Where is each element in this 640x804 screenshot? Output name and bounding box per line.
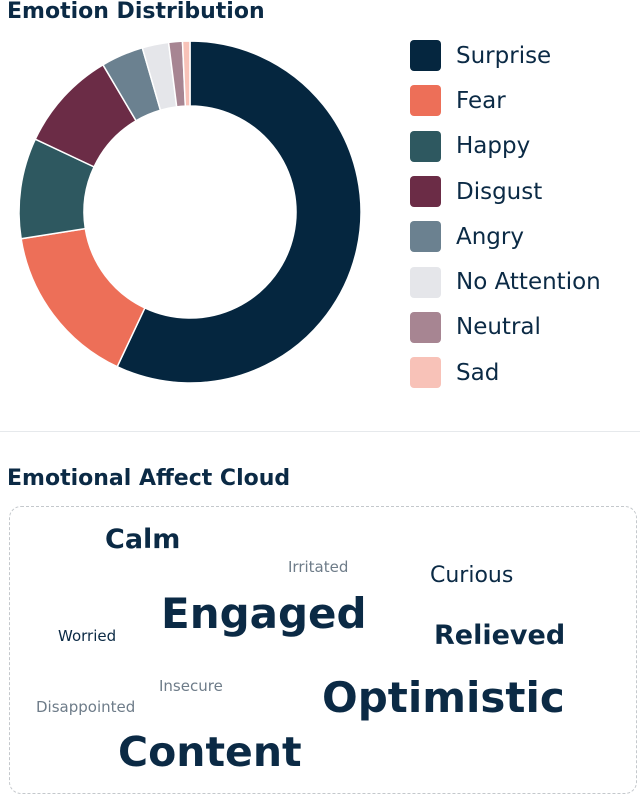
legend-label-happy: Happy [456,133,531,160]
legend-swatch-neutral [410,311,441,343]
legend-swatch-surprise [410,40,441,72]
cloud-word-curious: Curious [430,563,514,588]
legend-item-sad[interactable]: Sad [410,350,640,395]
emotion-distribution-title: Emotion Distribution [7,0,265,24]
legend-item-no-attention[interactable]: No Attention [410,259,640,304]
cloud-word-relieved: Relieved [434,620,566,651]
donut-slice-fear[interactable] [20,227,146,368]
legend-label-no-attention: No Attention [456,269,601,296]
legend-item-disgust[interactable]: Disgust [410,169,640,214]
legend-item-neutral[interactable]: Neutral [410,305,640,350]
cloud-word-worried: Worried [58,627,117,645]
word-cloud-panel: Calm Irritated Curious Engaged Relieved … [9,506,637,794]
legend-item-surprise[interactable]: Surprise [410,33,640,78]
cloud-word-optimistic: Optimistic [322,673,565,722]
legend-swatch-happy [410,130,441,162]
cloud-word-insecure: Insecure [159,677,223,695]
legend-label-surprise: Surprise [456,42,552,69]
legend-label-fear: Fear [456,87,506,114]
chart-legend: Surprise Fear Happy Disgust Angry No Attentio… [410,33,640,395]
cloud-word-calm: Calm [105,524,181,555]
donut-slice-surprise[interactable] [116,40,362,384]
cloud-word-irritated: Irritated [288,558,349,576]
cloud-word-content: Content [118,728,302,776]
emotion-donut-chart [18,40,362,384]
donut-slice-sad[interactable] [181,40,191,107]
section-divider [0,431,640,432]
legend-label-disgust: Disgust [456,178,543,205]
cloud-word-engaged: Engaged [161,589,367,638]
legend-swatch-no-attention [410,266,441,298]
legend-swatch-angry [410,221,441,253]
cloud-word-disappointed: Disappointed [36,698,136,716]
emotional-affect-cloud-title: Emotional Affect Cloud [7,466,291,491]
legend-item-fear[interactable]: Fear [410,78,640,123]
legend-item-angry[interactable]: Angry [410,214,640,259]
legend-swatch-sad [410,357,441,389]
legend-swatch-fear [410,85,441,117]
legend-label-neutral: Neutral [456,314,541,341]
legend-swatch-disgust [410,176,441,208]
legend-item-happy[interactable]: Happy [410,124,640,169]
legend-label-angry: Angry [456,223,524,250]
legend-label-sad: Sad [456,359,500,386]
